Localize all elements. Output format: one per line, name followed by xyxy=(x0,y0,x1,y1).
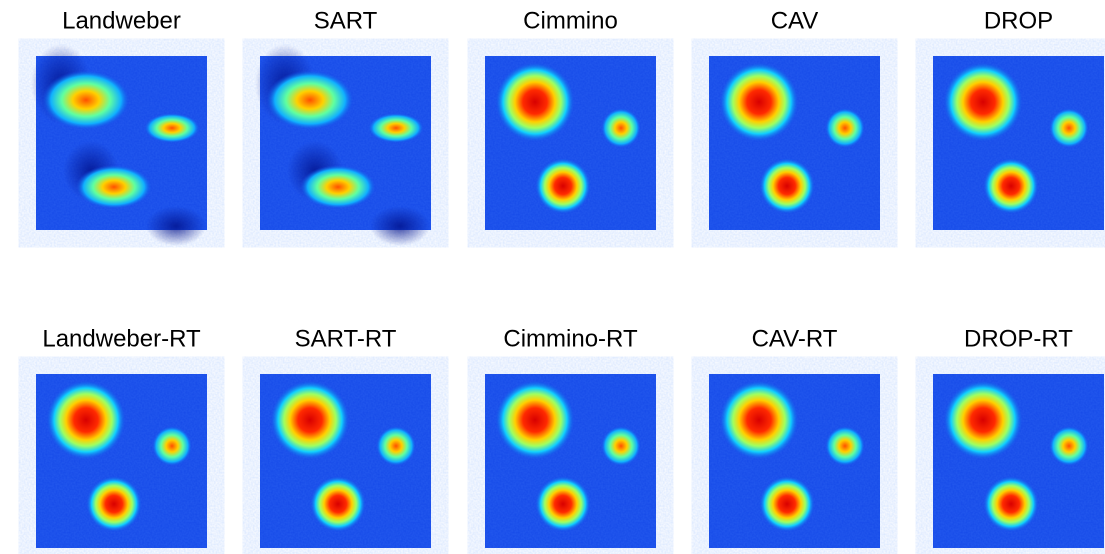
blob xyxy=(535,476,591,532)
blob xyxy=(266,70,354,130)
artifact xyxy=(370,206,430,246)
artifact xyxy=(146,206,206,246)
blob xyxy=(719,380,799,460)
blob xyxy=(535,158,591,214)
blob xyxy=(943,62,1023,142)
figure: Landweber SART Cimmino CAV DROP Landweber-RT S… xyxy=(0,0,1105,554)
blob xyxy=(86,476,142,532)
panel-title: Cimmino xyxy=(523,7,618,34)
reconstruction-image xyxy=(485,56,656,230)
panel-title: DROP xyxy=(984,7,1053,34)
blob xyxy=(825,426,865,466)
blob xyxy=(983,158,1039,214)
blob xyxy=(719,62,799,142)
blob xyxy=(270,380,350,460)
reconstruction-image xyxy=(933,374,1104,548)
blob xyxy=(144,113,200,143)
panel-title: SART-RT xyxy=(295,325,397,352)
blob xyxy=(368,113,424,143)
blob xyxy=(759,476,815,532)
panel-title: Cimmino-RT xyxy=(503,325,638,352)
panel-title: Landweber xyxy=(62,7,181,34)
reconstruction-image xyxy=(260,374,431,548)
blob xyxy=(42,70,130,130)
blob xyxy=(759,158,815,214)
panel-title: SART xyxy=(314,7,378,34)
reconstruction-image xyxy=(31,44,207,246)
blob xyxy=(495,380,575,460)
blob xyxy=(376,426,416,466)
blob xyxy=(983,476,1039,532)
panel-title: DROP-RT xyxy=(964,325,1073,352)
blob xyxy=(310,476,366,532)
blob xyxy=(46,380,126,460)
reconstruction-image xyxy=(709,56,880,230)
panel-title: CAV-RT xyxy=(752,325,838,352)
reconstruction-image xyxy=(255,44,431,246)
reconstruction-image xyxy=(709,374,880,548)
blob xyxy=(825,108,865,148)
reconstruction-image xyxy=(36,374,207,548)
panel-title: Landweber-RT xyxy=(42,325,201,352)
blob xyxy=(76,165,152,209)
panel-title: CAV xyxy=(771,7,819,34)
blob xyxy=(601,426,641,466)
reconstruction-image xyxy=(485,374,656,548)
blob xyxy=(943,380,1023,460)
blob xyxy=(1049,108,1089,148)
blob xyxy=(300,165,376,209)
blob xyxy=(495,62,575,142)
blob xyxy=(601,108,641,148)
reconstruction-image xyxy=(933,56,1104,230)
blob xyxy=(152,426,192,466)
blob xyxy=(1049,426,1089,466)
